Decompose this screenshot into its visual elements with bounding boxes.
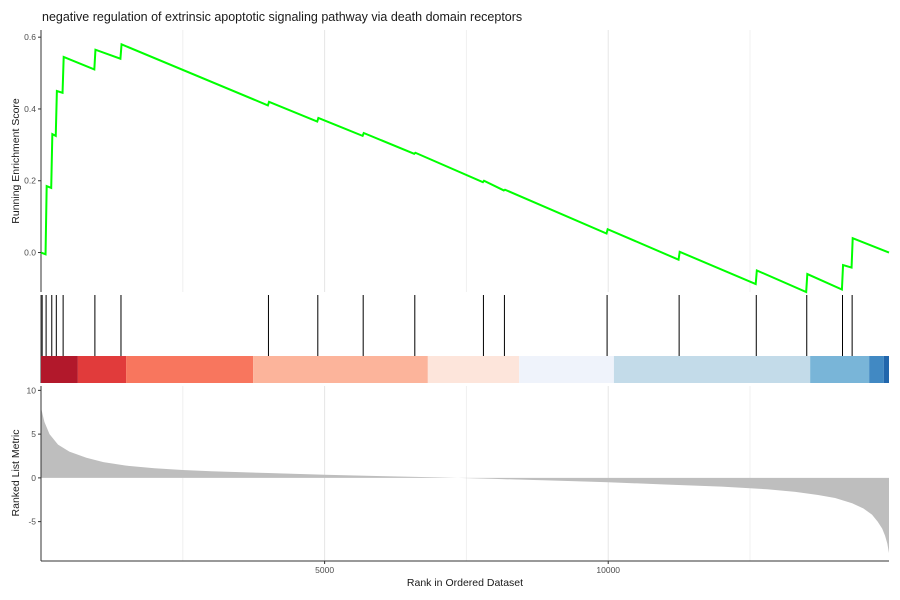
x-ticks: 5000 10000: [315, 561, 620, 575]
color-bar-segment: [427, 356, 520, 383]
running-score-panel: 0.0 0.2 0.4 0.6 Running Enrichment Score: [10, 30, 890, 294]
running-score-line: [40, 42, 890, 294]
bottom-y-tick-label: 0: [31, 473, 36, 483]
top-y-tick-label: 0.2: [24, 176, 36, 186]
x-tick-label: 5000: [315, 565, 334, 575]
bottom-y-tick-label: 5: [31, 429, 36, 439]
color-bar-segment: [613, 356, 811, 383]
ranked-metric-panel: -5 0 5 10 5000 10000 Ranked List Metric Rank…: [10, 385, 889, 589]
top-y-ticks: 0.0 0.2 0.4 0.6: [24, 32, 41, 258]
color-bar-segment: [126, 356, 254, 383]
top-y-tick-label: 0.0: [24, 248, 36, 258]
top-y-tick-label: 0.4: [24, 104, 36, 114]
color-bar-segment: [810, 356, 870, 383]
color-bar-segment: [883, 356, 889, 383]
color-bar-segment: [519, 356, 614, 383]
bottom-y-axis-label: Ranked List Metric: [10, 430, 22, 517]
hits-panel: [40, 295, 889, 383]
chart-title: negative regulation of extrinsic apoptot…: [42, 10, 522, 24]
color-bar-segment: [41, 356, 78, 383]
bottom-y-tick-label: 10: [27, 385, 37, 395]
x-axis-label: Rank in Ordered Dataset: [407, 577, 523, 589]
color-bar-segment: [869, 356, 884, 383]
top-y-tick-label: 0.6: [24, 32, 36, 42]
bottom-y-ticks: -5 0 5 10: [27, 385, 41, 527]
top-y-axis-label: Running Enrichment Score: [10, 98, 22, 224]
ranked-metric-area: [41, 407, 889, 554]
color-bar-segment: [253, 356, 428, 383]
top-grid: [182, 30, 751, 292]
color-bar-segment: [77, 356, 127, 383]
rank-color-bar: [41, 356, 889, 383]
bottom-y-tick-label: -5: [28, 517, 36, 527]
x-tick-label: 10000: [596, 565, 620, 575]
